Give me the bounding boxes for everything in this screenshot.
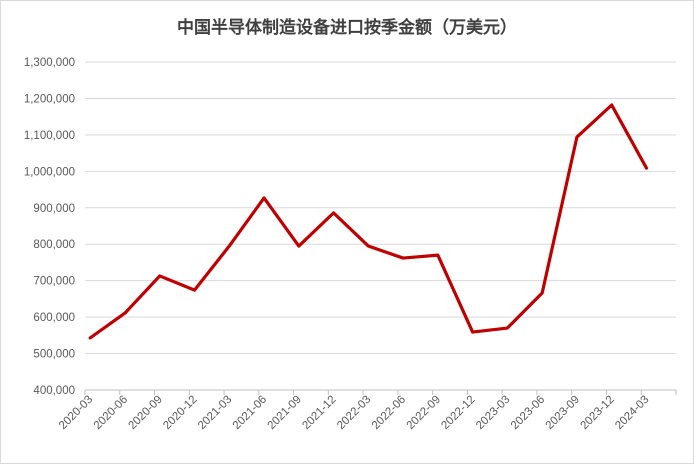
series-line — [88, 103, 649, 340]
y-tick-label: 600,000 — [33, 312, 75, 324]
x-tick-label: 2020-09 — [127, 394, 165, 432]
data-point — [367, 244, 370, 248]
data-point — [506, 326, 509, 330]
data-point — [158, 274, 161, 278]
data-point — [575, 135, 579, 139]
chart-title: 中国半导体制造设备进口按季金额（万美元） — [177, 18, 517, 38]
data-point — [610, 103, 613, 107]
data-point — [332, 211, 335, 215]
data-point — [123, 311, 127, 315]
x-tick-label: 2023-06 — [509, 394, 547, 432]
x-tick-label: 2020-06 — [92, 394, 130, 432]
x-tick-label: 2024-03 — [613, 394, 651, 432]
x-tick-label: 2022-12 — [439, 394, 477, 432]
x-tick-label: 2020-03 — [57, 394, 95, 432]
x-tick-label: 2021-03 — [196, 394, 234, 432]
x-tick-label: 2023-12 — [578, 394, 616, 432]
x-tick-label: 2023-09 — [544, 394, 582, 432]
data-point — [471, 330, 474, 334]
data-point — [89, 336, 92, 340]
y-tick-label: 400,000 — [33, 385, 75, 397]
data-point — [645, 166, 648, 170]
y-tick-label: 900,000 — [33, 203, 75, 215]
data-point — [228, 244, 231, 248]
data-point — [297, 244, 301, 248]
x-tick-label: 2023-03 — [474, 394, 512, 432]
y-tick-label: 1,100,000 — [24, 130, 75, 142]
x-tick-label: 2021-09 — [266, 394, 304, 432]
y-tick-label: 700,000 — [33, 276, 75, 288]
x-tick-label: 2022-06 — [370, 394, 408, 432]
x-tick-label: 2021-12 — [300, 394, 338, 432]
data-point — [540, 291, 544, 295]
data-point — [193, 288, 196, 292]
x-tick-label: 2022-09 — [405, 394, 443, 432]
x-tick-label: 2020-12 — [161, 394, 199, 432]
x-tick-label: 2021-06 — [231, 394, 269, 432]
x-tick-label: 2022-03 — [335, 394, 373, 432]
y-tick-label: 1,000,000 — [24, 166, 75, 178]
data-point — [262, 196, 266, 200]
data-point — [401, 256, 405, 260]
y-tick-label: 1,200,000 — [24, 93, 75, 105]
data-point — [436, 253, 440, 257]
y-tick-label: 500,000 — [33, 349, 75, 361]
y-tick-label: 800,000 — [33, 239, 75, 251]
y-tick-label: 1,300,000 — [24, 57, 75, 69]
